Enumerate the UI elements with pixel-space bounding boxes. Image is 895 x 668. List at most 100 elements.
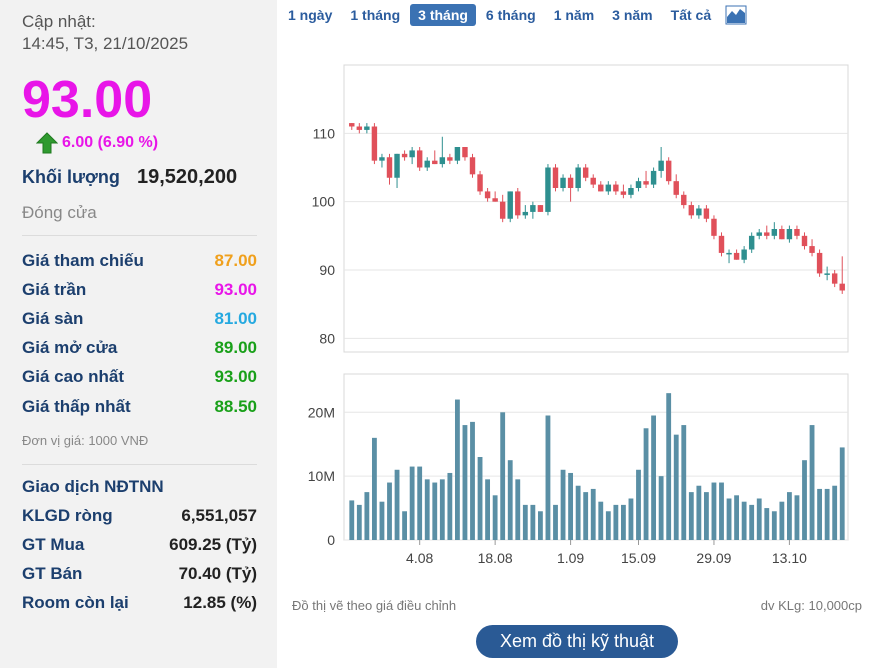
- candle-body: [349, 123, 355, 127]
- tab-all[interactable]: Tất cả: [670, 7, 712, 23]
- volume-bar: [605, 511, 611, 540]
- volume-bar: [824, 488, 830, 540]
- stat-value: 88.50: [214, 396, 257, 416]
- candle-body: [658, 160, 664, 171]
- candle-body: [515, 191, 521, 216]
- candle-body: [643, 181, 649, 185]
- foreign-net-volume: KLGD ròng 6,551,057: [22, 501, 257, 530]
- candle-body: [379, 157, 385, 161]
- tab-1-day[interactable]: 1 ngày: [288, 7, 333, 23]
- foreign-room-left: Room còn lại 12.85 (%): [22, 588, 257, 617]
- volume-bar: [832, 485, 838, 540]
- up-arrow-icon: [36, 132, 58, 154]
- volume-bar: [809, 425, 815, 540]
- volume-bar: [643, 428, 649, 540]
- candle-body: [447, 157, 453, 161]
- x-tick-label: 18.08: [478, 550, 513, 566]
- volume-bar: [439, 479, 445, 540]
- volume-bar: [379, 501, 385, 540]
- stat-value: 87.00: [214, 250, 257, 270]
- candle-body: [635, 181, 642, 188]
- volume-bar: [756, 498, 762, 540]
- candle-body: [673, 181, 679, 195]
- candle-body: [537, 205, 544, 212]
- volume-bar: [673, 434, 679, 540]
- volume-tick-label: 20M: [308, 404, 335, 420]
- volume-unit-note: dv KLg: 10,000cp: [760, 598, 862, 613]
- volume-tick-label: 10M: [308, 468, 335, 484]
- foreign-trading-title: Giao dịch NĐTNN: [22, 477, 164, 497]
- tab-1-year[interactable]: 1 năm: [553, 7, 595, 23]
- candle-body: [628, 188, 634, 195]
- volume-bar: [394, 469, 400, 540]
- candle-body: [575, 167, 581, 188]
- volume-bar: [583, 492, 589, 540]
- candle-body: [650, 170, 657, 185]
- candle-body: [711, 218, 717, 236]
- volume-bar: [613, 504, 619, 540]
- volume-bar: [356, 504, 362, 540]
- volume-bar: [485, 479, 491, 540]
- volume-bar: [590, 488, 596, 540]
- candle-body: [364, 126, 370, 130]
- candle-body: [477, 174, 483, 192]
- volume-bar: [507, 460, 513, 540]
- candle-body: [401, 153, 408, 158]
- candle-body: [454, 147, 461, 161]
- tab-1-month[interactable]: 1 tháng: [350, 7, 401, 23]
- stat-high-price: Giá cao nhất 93.00: [22, 363, 257, 392]
- volume-bar: [711, 482, 717, 540]
- candle-body: [424, 160, 430, 168]
- foreign-value: 70.40 (Tỷ): [178, 563, 257, 583]
- candle-body: [416, 150, 423, 168]
- candle-body: [560, 177, 566, 188]
- volume-bar: [681, 425, 687, 540]
- volume-bar: [447, 472, 453, 540]
- technical-chart-button[interactable]: Xem đồ thị kỹ thuật: [476, 625, 678, 658]
- stat-label: Giá tham chiếu: [22, 250, 144, 270]
- stat-ceiling-price: Giá trần 93.00: [22, 275, 257, 304]
- tab-3-years[interactable]: 3 năm: [612, 7, 653, 23]
- stat-value: 89.00: [214, 338, 257, 358]
- candle-body: [439, 157, 446, 165]
- foreign-label: GT Bán: [22, 563, 83, 583]
- volume-bar: [741, 501, 747, 540]
- candle-body: [764, 232, 770, 236]
- price-change-value: 6.00 (6.90 %): [62, 134, 159, 151]
- update-label: Cập nhật:: [22, 12, 96, 31]
- volume-bar: [628, 498, 634, 540]
- volume-bar: [515, 479, 521, 540]
- volume-bar: [454, 399, 460, 540]
- tab-6-months[interactable]: 6 tháng: [485, 7, 536, 23]
- stat-open-price: Giá mở cửa 89.00: [22, 334, 257, 363]
- candle-body: [356, 126, 363, 130]
- tab-3-months[interactable]: 3 tháng: [410, 4, 476, 26]
- volume-bar: [462, 425, 468, 540]
- volume-bar: [575, 485, 581, 540]
- volume-bar: [839, 447, 845, 540]
- candle-body: [371, 126, 378, 161]
- volume-bar: [537, 511, 543, 540]
- foreign-value: 6,551,057: [181, 505, 257, 525]
- candle-body: [756, 232, 762, 236]
- candle-body: [688, 205, 695, 216]
- volume-bar: [749, 504, 755, 540]
- area-chart-icon[interactable]: [725, 5, 747, 25]
- volume-bar: [817, 488, 823, 540]
- candle-body: [590, 177, 596, 185]
- volume-bar: [696, 485, 702, 540]
- stat-label: Giá thấp nhất: [22, 396, 131, 416]
- stat-reference-price: Giá tham chiếu 87.00: [22, 246, 257, 275]
- candle-body: [816, 252, 823, 274]
- price-unit-note: Đơn vị giá: 1000 VNĐ: [22, 433, 257, 466]
- candle-body: [831, 273, 838, 284]
- volume-bar: [371, 437, 377, 540]
- volume-bar: [666, 393, 672, 540]
- candle-body: [696, 208, 702, 216]
- candle-body: [469, 157, 476, 175]
- volume-bar: [545, 415, 551, 540]
- foreign-label: GT Mua: [22, 534, 85, 554]
- candle-body: [726, 252, 732, 255]
- price-panel-frame: [343, 64, 849, 353]
- volume-bar: [719, 482, 724, 540]
